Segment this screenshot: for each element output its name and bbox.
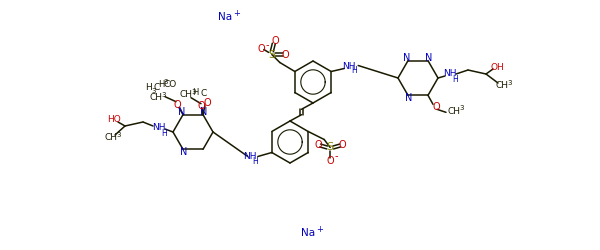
Text: N: N [406, 93, 413, 103]
Text: S: S [326, 142, 334, 152]
Text: H: H [352, 66, 357, 75]
Text: O: O [197, 101, 205, 111]
Text: O: O [271, 36, 278, 46]
Text: -: - [334, 152, 338, 162]
Text: C: C [201, 89, 207, 98]
Text: O: O [338, 140, 346, 150]
Text: N: N [181, 147, 188, 157]
Text: H: H [161, 128, 167, 138]
Text: 3: 3 [460, 105, 464, 111]
Text: O: O [326, 156, 334, 166]
Text: NH: NH [443, 70, 457, 78]
Text: NH: NH [343, 62, 356, 71]
Text: NH: NH [243, 152, 257, 161]
Text: CO: CO [163, 80, 176, 89]
Text: 3: 3 [117, 132, 121, 138]
Text: CH: CH [448, 107, 461, 116]
Text: H: H [158, 80, 164, 89]
Text: CH: CH [104, 134, 118, 142]
Text: NH: NH [152, 122, 166, 132]
Text: Na: Na [301, 228, 315, 238]
Text: O: O [257, 44, 265, 54]
Text: 3: 3 [164, 79, 168, 85]
Text: CH: CH [149, 93, 163, 102]
Text: H: H [192, 88, 198, 97]
Text: CH: CH [496, 82, 509, 90]
Text: 3: 3 [508, 80, 512, 86]
Text: S: S [268, 50, 275, 59]
Text: +: + [317, 226, 323, 234]
Text: O: O [173, 100, 181, 110]
Text: 3: 3 [192, 89, 196, 95]
Text: CH: CH [179, 90, 193, 99]
Text: +: + [233, 10, 241, 18]
Text: Na: Na [218, 12, 232, 22]
Text: O: O [432, 102, 440, 112]
Text: 3: 3 [151, 88, 155, 94]
Text: N: N [403, 53, 410, 63]
Text: H: H [145, 83, 152, 92]
Text: H: H [252, 157, 257, 166]
Text: N: N [178, 107, 185, 117]
Text: N: N [200, 107, 208, 117]
Text: -: - [265, 40, 269, 50]
Text: C: C [154, 83, 160, 92]
Text: O: O [203, 98, 211, 108]
Text: N: N [425, 53, 433, 63]
Text: O: O [314, 140, 322, 150]
Text: 3: 3 [162, 92, 166, 98]
Text: OH: OH [490, 62, 504, 72]
Text: H: H [452, 76, 458, 84]
Text: HO: HO [107, 116, 121, 124]
Text: O: O [281, 50, 289, 59]
